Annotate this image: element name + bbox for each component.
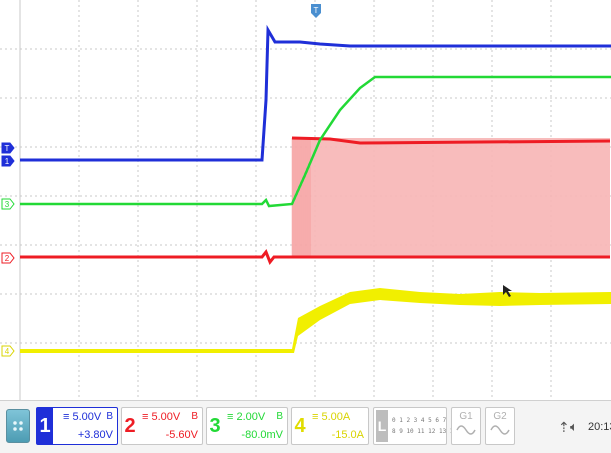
sine-wave-icon (490, 425, 510, 435)
channel-2-bandwidth: B (191, 411, 198, 422)
svg-text:1: 1 (5, 157, 10, 166)
channel-1-number: 1 (37, 408, 53, 444)
generator-2-label: G2 (493, 411, 507, 422)
channel-3-offset: -80.0mV (241, 429, 283, 441)
channel-3-bandwidth: B (276, 411, 283, 422)
channel-3-number: 3 (209, 414, 221, 437)
mouse-pointer-icon (503, 285, 512, 297)
channel-2-scale: ≡ 5.00V (142, 411, 181, 423)
channel-3-offset-marker: 3 (1, 198, 15, 210)
channel-2-box[interactable]: 2 ≡ 5.00V B -5.60V (121, 407, 203, 445)
channel-4-number: 4 (294, 414, 306, 437)
oscilloscope-display[interactable]: T 1 3 2 4 T (0, 0, 611, 400)
logic-label: L (376, 410, 388, 442)
logic-channels-box[interactable]: L 0 1 2 3 4 5 6 7 8 9 10 11 12 13 14 15 (373, 407, 468, 445)
channel-2-number: 2 (124, 414, 136, 437)
channel-3-trace (20, 75, 611, 208)
channel-4-offset-marker: 4 (1, 345, 15, 357)
channel-1-scale: ≡ 5.00V (63, 411, 102, 423)
svg-text:3: 3 (5, 200, 10, 209)
channel-1-offset-marker: 1 (1, 155, 15, 167)
channel-1-box[interactable]: 1 ≡ 5.00V B +3.80V (36, 407, 118, 445)
svg-text:4: 4 (5, 347, 10, 356)
usb-icon: ⇡ (558, 419, 570, 435)
svg-text:T: T (5, 144, 10, 153)
speaker-icon[interactable]: 🔈︎ (570, 419, 578, 434)
channel-1-offset: +3.80V (77, 429, 113, 441)
channel-4-scale: ≡ 5.00A (312, 411, 351, 423)
trigger-time-marker: T (311, 4, 321, 18)
logic-bits-row-2: 8 9 10 11 12 13 14 15 (392, 428, 468, 435)
home-button[interactable] (6, 409, 30, 443)
channel-4-offset: -15.0A (331, 429, 364, 441)
clock-time: 20:13 (588, 421, 611, 433)
sine-wave-icon (456, 425, 476, 435)
status-bar: 1 ≡ 5.00V B +3.80V 2 ≡ 5.00V B -5.60V 3 … (0, 400, 611, 453)
channel-2-offset: -5.60V (165, 429, 198, 441)
channel-3-box[interactable]: 3 ≡ 2.00V B -80.0mV (206, 407, 288, 445)
generator-2-button[interactable]: G2 (485, 407, 515, 445)
channel-3-scale: ≡ 2.00V (227, 411, 266, 423)
waveform-traces (20, 24, 611, 353)
grid-icon (12, 420, 24, 432)
svg-text:T: T (314, 6, 319, 15)
logic-bits-row-1: 0 1 2 3 4 5 6 7 (392, 417, 447, 424)
channel-2-switching-fill (292, 138, 610, 258)
channel-1-trigger-marker: T (1, 142, 15, 154)
channel-1-trace (20, 24, 611, 162)
channel-2-offset-marker: 2 (1, 252, 15, 264)
svg-text:2: 2 (5, 254, 10, 263)
generator-1-button[interactable]: G1 (451, 407, 481, 445)
channel-2-trace (20, 249, 610, 265)
channel-4-trace (20, 288, 611, 353)
channel-1-bandwidth: B (106, 411, 113, 422)
channel-4-box[interactable]: 4 ≡ 5.00A -15.0A (291, 407, 369, 445)
generator-1-label: G1 (459, 411, 473, 422)
channel-markers: T 1 3 2 4 T (1, 4, 321, 357)
channel-2-high-trace (291, 136, 611, 145)
